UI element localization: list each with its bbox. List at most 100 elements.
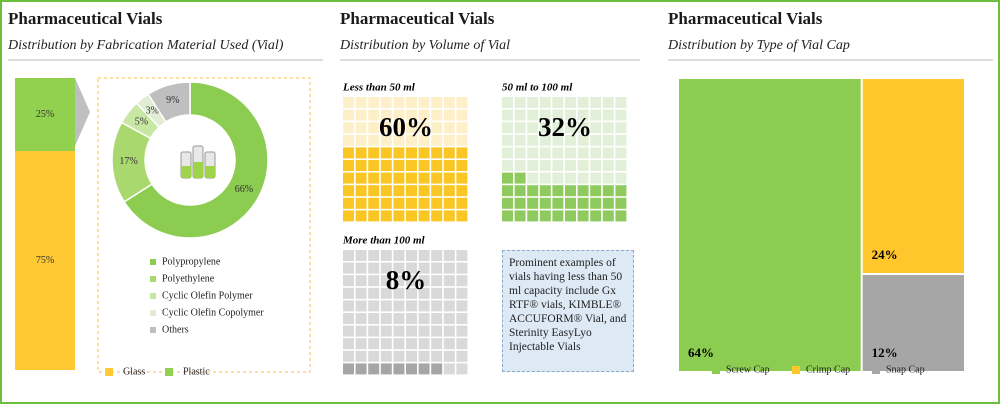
waffle-empty-cell xyxy=(393,250,405,261)
waffle-cell xyxy=(393,147,405,159)
waffle-empty-cell xyxy=(565,109,576,121)
waffle-empty-cell xyxy=(539,172,551,184)
waffle-empty-cell xyxy=(406,122,417,134)
legend-swatch xyxy=(712,366,720,374)
waffle-empty-cell xyxy=(590,122,602,134)
waffle-cell xyxy=(406,210,417,222)
waffle-cell xyxy=(380,185,392,197)
waffle-label: More than 100 ml xyxy=(342,235,426,247)
waffle-cell xyxy=(368,147,380,159)
waffle-empty-cell xyxy=(368,338,380,350)
waffle-cell xyxy=(368,160,380,171)
waffle-empty-cell xyxy=(343,287,354,299)
waffle-cell xyxy=(418,210,430,222)
waffle-cell xyxy=(406,160,417,171)
waffle-cell xyxy=(393,363,405,375)
waffle-empty-cell xyxy=(615,109,627,121)
waffle-cell xyxy=(602,197,614,209)
waffle-cell xyxy=(380,172,392,184)
waffle-fill xyxy=(343,147,468,222)
waffle-cell xyxy=(602,210,614,222)
waffle-cell xyxy=(565,210,576,222)
waffle-empty-cell xyxy=(355,134,367,146)
waffle-cell xyxy=(343,197,354,209)
waffle-cell xyxy=(443,172,455,184)
waffle-empty-cell xyxy=(343,262,354,274)
waffle-cell xyxy=(577,185,589,197)
waffle-cell xyxy=(380,197,392,209)
waffle-empty-cell xyxy=(456,134,468,146)
waffle-empty-cell xyxy=(443,363,455,375)
data-label: 3% xyxy=(146,106,159,117)
waffle-empty-cell xyxy=(406,300,417,312)
waffle-cell xyxy=(431,172,443,184)
waffle-cell xyxy=(368,185,380,197)
waffle-empty-cell xyxy=(393,262,405,274)
waffle-empty-cell xyxy=(456,275,468,287)
waffle-cell xyxy=(456,210,468,222)
waffle-cell xyxy=(590,185,602,197)
data-label: 25% xyxy=(36,109,54,120)
waffle-empty-cell xyxy=(418,109,430,121)
waffle-empty-cell xyxy=(368,109,380,121)
waffle-cell xyxy=(368,197,380,209)
waffle-cell xyxy=(527,197,539,209)
waffle-empty-cell xyxy=(431,275,443,287)
waffle-empty-cell xyxy=(456,109,468,121)
waffle-empty-cell xyxy=(539,97,551,108)
waffle-cell xyxy=(393,210,405,222)
waffle-empty-cell xyxy=(418,325,430,337)
waffle-empty-cell xyxy=(443,350,455,362)
data-label: 9% xyxy=(166,95,179,106)
waffle-empty-cell xyxy=(590,97,602,108)
waffle-empty-cell xyxy=(456,325,468,337)
waffle-empty-cell xyxy=(590,109,602,121)
waffle-empty-cell xyxy=(355,275,367,287)
panel-subtitle: Distribution by Volume of Vial xyxy=(339,38,510,53)
waffle-empty-cell xyxy=(418,250,430,261)
waffle-empty-cell xyxy=(539,134,551,146)
panel-title: Pharmaceutical Vials xyxy=(340,9,495,28)
waffle-empty-cell xyxy=(355,338,367,350)
waffle-empty-cell xyxy=(456,363,468,375)
waffle-empty-cell xyxy=(393,313,405,324)
waffle-cell xyxy=(418,172,430,184)
waffle-cell xyxy=(615,185,627,197)
legend-swatch xyxy=(792,366,800,374)
waffle-empty-cell xyxy=(406,287,417,299)
waffle-cell xyxy=(443,197,455,209)
waffle-cell xyxy=(393,185,405,197)
waffle-empty-cell xyxy=(380,275,392,287)
waffle-cell xyxy=(615,210,627,222)
waffle-cell xyxy=(418,185,430,197)
waffle-cell xyxy=(355,172,367,184)
data-label: 5% xyxy=(135,117,148,128)
waffle-empty-cell xyxy=(406,275,417,287)
waffle-empty-cell xyxy=(502,122,513,134)
waffle-empty-cell xyxy=(393,325,405,337)
waffle-empty-cell xyxy=(368,287,380,299)
waffle-empty-cell xyxy=(514,97,526,108)
waffle-empty-cell xyxy=(343,313,354,324)
waffle-cell xyxy=(393,172,405,184)
waffle-empty-cell xyxy=(406,262,417,274)
waffle-empty-cell xyxy=(355,325,367,337)
waffle-cell xyxy=(380,210,392,222)
waffle-empty-cell xyxy=(577,109,589,121)
waffle-empty-cell xyxy=(443,275,455,287)
waffle-label: 50 ml to 100 ml xyxy=(502,82,573,94)
waffle-empty-cell xyxy=(406,338,417,350)
waffle-empty-cell xyxy=(418,275,430,287)
waffle-empty-cell xyxy=(615,147,627,159)
waffle-cell xyxy=(456,197,468,209)
waffle-empty-cell xyxy=(456,122,468,134)
waffle-empty-cell xyxy=(527,134,539,146)
panel-subtitle: Distribution by Fabrication Material Use… xyxy=(7,38,284,53)
bar-segment xyxy=(15,78,75,151)
waffle-empty-cell xyxy=(602,160,614,171)
waffle-empty-cell xyxy=(590,160,602,171)
waffle-cell xyxy=(527,185,539,197)
waffle-cell xyxy=(343,147,354,159)
waffle-empty-cell xyxy=(456,338,468,350)
data-label: 60% xyxy=(379,112,433,142)
